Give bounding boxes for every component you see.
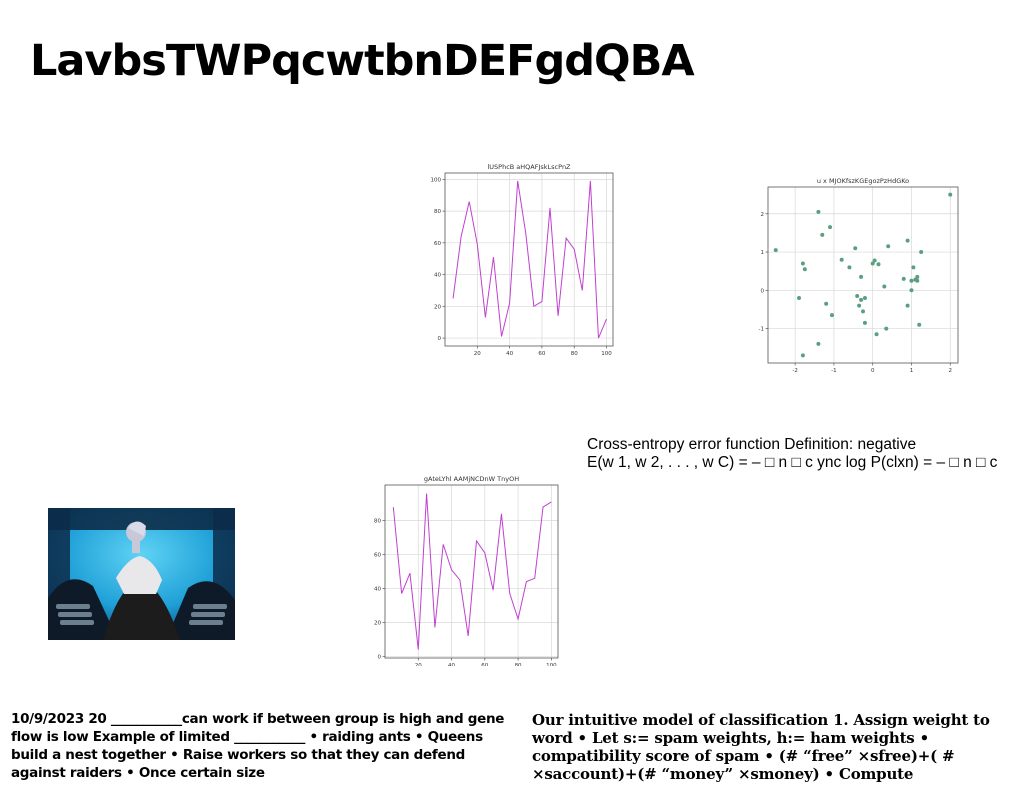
scatter-point [847, 265, 852, 270]
scatter-point [862, 295, 867, 300]
scatter-point [797, 295, 802, 300]
chart-top-middle: lUSPhcB aHQAFJskLscPnZ 20 40 60 80 100 0 20 40 60… [420, 158, 616, 360]
x-tick-label: 80 [571, 351, 578, 357]
scatter-point [909, 288, 914, 293]
y-tick-label: 40 [374, 586, 381, 592]
cross-entropy-text: Cross-entropy error function Definition:… [587, 436, 997, 472]
plot-frame [767, 186, 959, 364]
chart-title: gAteLYhl AAMjNCDnW TnyOH [424, 475, 519, 483]
cross-entropy-line-1: Cross-entropy error function Definition:… [587, 436, 917, 453]
scatter-point [802, 267, 807, 272]
x-tick-label: 20 [474, 351, 481, 357]
series-line [392, 493, 552, 650]
scatter-point [853, 246, 858, 251]
scatter-point [855, 294, 860, 299]
plot-frame [384, 484, 559, 659]
scatter-point [909, 278, 914, 283]
scatter-point [901, 276, 906, 281]
scatter-point [861, 309, 865, 314]
scatter-point [824, 301, 829, 306]
y-tick-label: 100 [431, 177, 442, 183]
scatter-point [839, 257, 844, 262]
y-tick-label: 0 [378, 654, 382, 660]
scatter-point [915, 274, 920, 279]
plot-frame [444, 172, 614, 347]
y-tick-label: 20 [434, 304, 441, 310]
x-tick-label: 60 [481, 663, 488, 666]
x-tick-label: 40 [506, 351, 513, 357]
scatter-point [816, 341, 821, 346]
scatter-point [857, 303, 862, 308]
footer-left-text: 10/9/2023 20 ___________can work if betw… [11, 711, 505, 781]
scatter-point [876, 262, 881, 267]
slide-title: LavbsTWPqcwtbnDEFgdQBA [30, 36, 695, 86]
x-tick-label: 40 [448, 663, 455, 666]
scatter-point [862, 320, 867, 325]
scatter-point [800, 261, 805, 266]
y-tick-label: 80 [434, 209, 441, 215]
scatter-point [773, 248, 778, 253]
scatter-point [829, 313, 834, 318]
chart-top-right-svg: u x MJOKfszKGEgozPzHdGKo -2 -1 0 1 2 -1 0 1 2 [759, 177, 959, 374]
y-tick-label: 60 [374, 553, 381, 559]
cross-entropy-line-2: E(w 1, w 2, . . . , w C) = – □ n □ c ync… [587, 454, 998, 471]
scatter-point [884, 326, 889, 331]
chart-title: lUSPhcB aHQAFJskLscPnZ [487, 163, 571, 171]
chart-bottom-middle-svg: gAteLYhl AAMjNCDnW TnyOH 20 40 60 80 100 0 20 40… [374, 475, 559, 666]
scatter-point [828, 225, 833, 230]
scatter-point [915, 278, 920, 283]
scatter-point [911, 265, 916, 270]
x-tick-label: -2 [792, 368, 797, 374]
scatter-point [948, 192, 953, 197]
x-tick-label: 2 [948, 368, 952, 374]
scatter-point [820, 232, 825, 237]
y-tick-label: 0 [438, 336, 442, 342]
x-tick-label: -1 [831, 368, 836, 374]
y-tick-label: 1 [761, 250, 765, 256]
x-tick-label: 100 [546, 663, 557, 666]
x-tick-label: 80 [515, 663, 522, 666]
scatter-point [886, 244, 891, 249]
y-tick-label: 80 [374, 519, 381, 525]
scatter-point [859, 274, 864, 279]
series-line [452, 180, 607, 339]
scatter-point [905, 238, 910, 243]
scatter-point [800, 353, 805, 358]
scatter-point [917, 322, 922, 327]
x-tick-label: 100 [601, 351, 612, 357]
scatter-point [816, 209, 821, 214]
photo-person-seated [48, 508, 235, 640]
x-tick-label: 0 [871, 368, 875, 374]
x-tick-label: 20 [415, 663, 422, 666]
chart-bottom-middle: gAteLYhl AAMjNCDnW TnyOH 20 40 60 80 100 0 20 40… [360, 470, 562, 666]
y-tick-label: 40 [434, 273, 441, 279]
scatter-point [859, 297, 864, 302]
y-tick-label: 0 [761, 288, 765, 294]
x-tick-label: 60 [538, 351, 545, 357]
x-tick-label: 1 [910, 368, 914, 374]
photo-of-person-sitting-icon [48, 508, 235, 640]
scatter-point [872, 258, 877, 263]
chart-top-middle-svg: lUSPhcB aHQAFJskLscPnZ 20 40 60 80 100 0 20 40 60… [431, 163, 614, 357]
y-tick-label: 2 [761, 212, 765, 218]
scatter-point [882, 284, 887, 289]
y-tick-label: 20 [374, 620, 381, 626]
y-tick-label: -1 [759, 327, 764, 333]
scatter-point [919, 250, 924, 255]
y-tick-label: 60 [434, 241, 441, 247]
scatter-point [905, 303, 910, 308]
footer-right-text: Our intuitive model of classification 1.… [532, 711, 990, 783]
scatter-point [874, 332, 879, 337]
chart-title: u x MJOKfszKGEgozPzHdGKo [817, 177, 909, 185]
chart-top-right: u x MJOKfszKGEgozPzHdGKo -2 -1 0 1 2 -1 0 1 2 [748, 172, 964, 378]
scatter-point [870, 261, 875, 266]
